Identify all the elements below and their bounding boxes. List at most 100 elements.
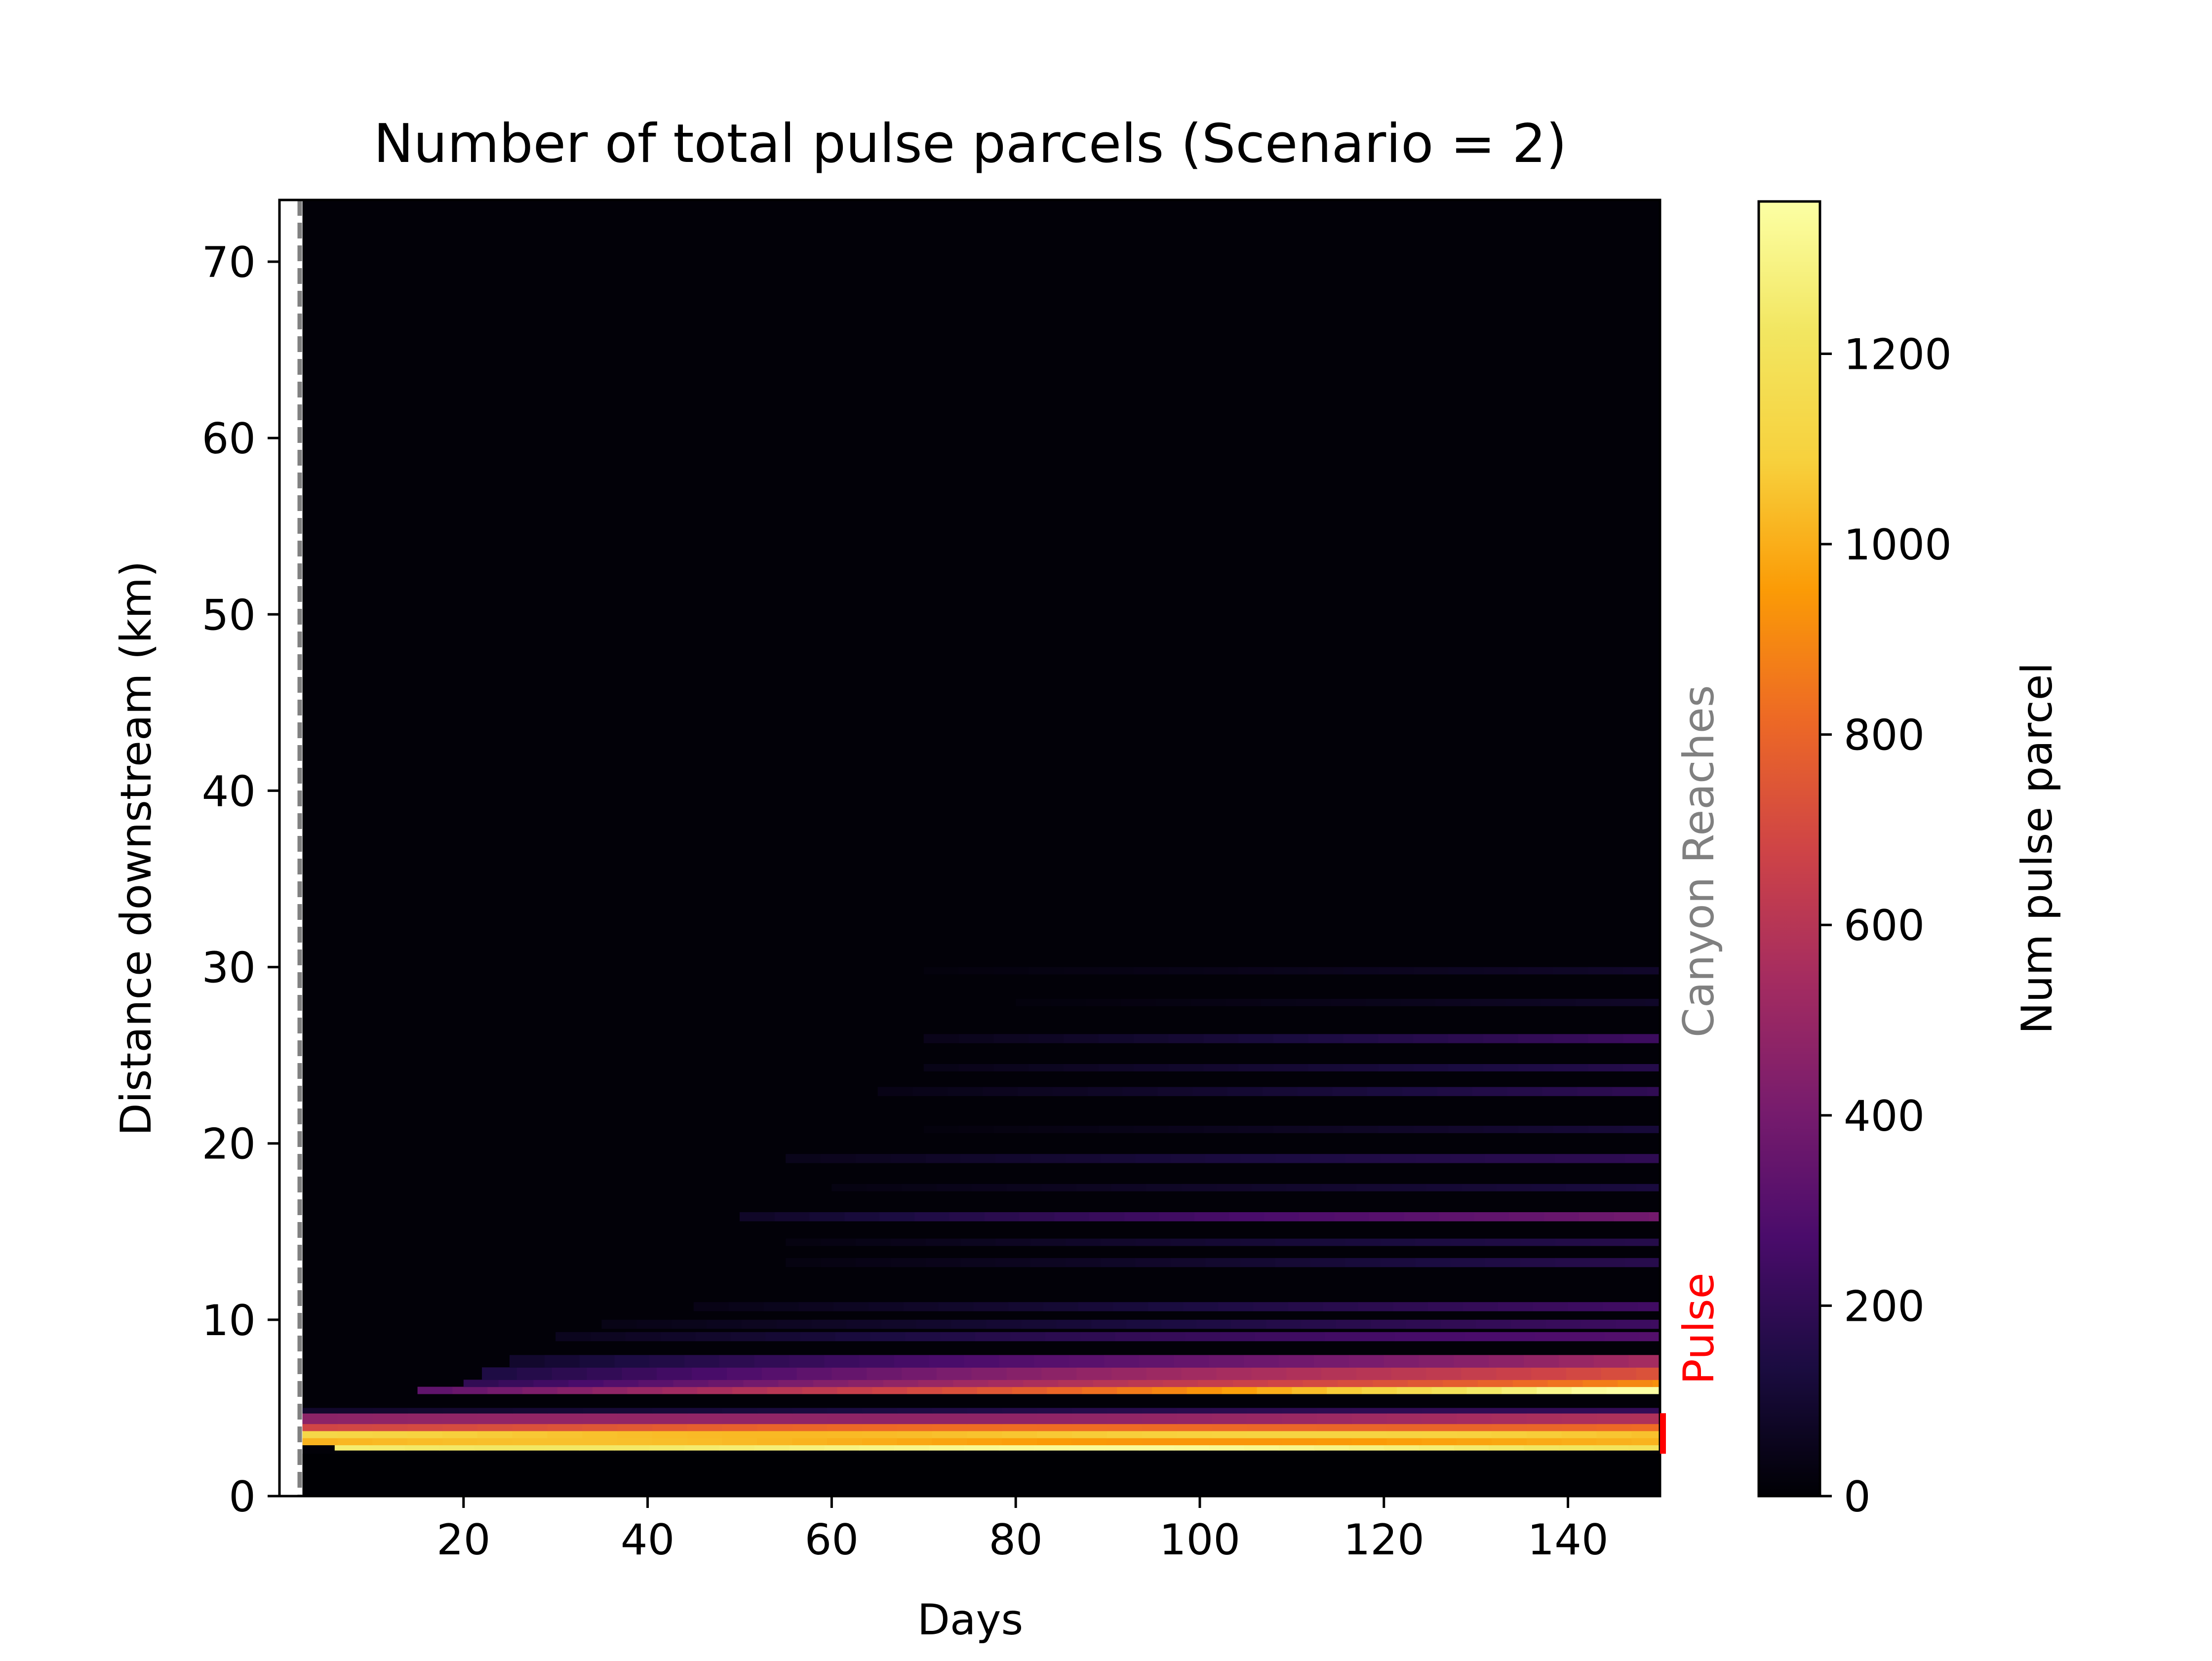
heatmap-band xyxy=(877,1087,1660,1096)
heatmap-cell xyxy=(1500,1332,1536,1342)
heatmap-band xyxy=(601,1319,1660,1329)
heatmap-cell xyxy=(1343,1126,1379,1133)
heatmap-cell xyxy=(516,1367,553,1380)
heatmap-cell xyxy=(1498,1302,1534,1311)
heatmap-cell xyxy=(897,1438,933,1446)
heatmap-cell xyxy=(757,1424,792,1431)
heatmap-cell xyxy=(1117,1386,1152,1394)
heatmap-cell xyxy=(1205,1258,1241,1267)
heatmap-cell xyxy=(1628,1445,1660,1451)
heatmap-cell xyxy=(1220,1332,1256,1342)
heatmap-cell xyxy=(1477,1380,1513,1387)
heatmap-cell xyxy=(1345,1154,1381,1163)
heatmap-cell xyxy=(463,1380,499,1387)
heatmap-cell xyxy=(1227,1087,1263,1096)
heatmap-cell xyxy=(1386,1408,1422,1414)
y-tick-label: 10 xyxy=(202,1296,256,1345)
heatmap-cell xyxy=(862,1413,898,1424)
heatmap-cell xyxy=(761,1367,797,1380)
heatmap-cell xyxy=(1645,998,1660,1006)
heatmap-cell xyxy=(638,1380,674,1387)
heatmap-cell xyxy=(1111,1367,1147,1380)
heatmap-cell xyxy=(1545,1319,1581,1329)
heatmap-cell xyxy=(1155,998,1191,1006)
heatmap-cell xyxy=(1273,967,1309,975)
heatmap-cell xyxy=(732,1386,768,1394)
heatmap-cell xyxy=(1030,1154,1066,1163)
heatmap-cell xyxy=(1264,1212,1300,1222)
heatmap-cell xyxy=(1537,1386,1572,1394)
heatmap-cell xyxy=(1186,1386,1223,1394)
pulse-marker xyxy=(1660,1413,1666,1454)
heatmap-cell xyxy=(827,1438,863,1446)
heatmap-cell xyxy=(487,1386,523,1394)
heatmap-cell xyxy=(971,1184,1007,1191)
heatmap-cell xyxy=(1037,1438,1072,1446)
heatmap-cell xyxy=(1028,1034,1064,1043)
heatmap-cell xyxy=(1316,1413,1352,1424)
heatmap-cell xyxy=(1568,1302,1604,1311)
heatmap-cell xyxy=(1383,1445,1420,1451)
heatmap-cell xyxy=(1330,998,1366,1006)
heatmap-cell xyxy=(372,1408,408,1414)
heatmap-cell xyxy=(1212,1408,1247,1414)
heatmap-cell xyxy=(1002,1430,1037,1438)
heatmap-band xyxy=(786,1154,1660,1163)
heatmap-cell xyxy=(789,1355,825,1368)
heatmap-cell xyxy=(337,1413,373,1424)
heatmap-cell xyxy=(1281,1438,1317,1446)
heatmap-cell xyxy=(1310,1258,1346,1267)
heatmap-cell xyxy=(938,1302,974,1311)
heatmap-cell xyxy=(662,1386,698,1394)
heatmap-cell xyxy=(993,1064,1029,1071)
heatmap-cell xyxy=(1605,1332,1640,1342)
heatmap-cell xyxy=(844,1212,880,1222)
heatmap-cell xyxy=(1281,1413,1317,1424)
heatmap-cell xyxy=(1113,1302,1149,1311)
heatmap-cell xyxy=(1430,1332,1465,1342)
heatmap-cell xyxy=(477,1408,513,1414)
heatmap-cell xyxy=(582,1413,618,1424)
heatmap-cell xyxy=(1457,1424,1492,1431)
x-tick-label: 80 xyxy=(988,1515,1042,1565)
heatmap-cell xyxy=(1133,1126,1169,1133)
heatmap-cell xyxy=(1448,1034,1484,1043)
heatmap-cell xyxy=(1240,1154,1276,1163)
heatmap-cell xyxy=(1343,967,1379,975)
heatmap-cell xyxy=(1558,1355,1594,1368)
heatmap-cell xyxy=(1426,1367,1462,1380)
heatmap-cell xyxy=(1395,1332,1430,1342)
heatmap-cell xyxy=(1023,1380,1059,1387)
heatmap-cell xyxy=(1413,967,1449,975)
heatmap-cell xyxy=(1168,1064,1204,1071)
heatmap-cell xyxy=(1631,1438,1660,1446)
colorbar-axis: 0 200 400 600 800 1000 1200 xyxy=(1820,330,1952,1522)
heatmap-cell xyxy=(1002,1408,1037,1414)
heatmap-band xyxy=(740,1212,1660,1222)
heatmap-cell xyxy=(1483,1064,1519,1071)
heatmap-cell xyxy=(932,1413,968,1424)
heatmap-cell xyxy=(442,1408,478,1414)
heatmap-cell xyxy=(1308,967,1344,975)
heatmap-cell xyxy=(1310,1154,1346,1163)
heatmap-cell xyxy=(1566,1184,1602,1191)
heatmap-cell xyxy=(1531,1184,1567,1191)
heatmap-cell xyxy=(1071,1408,1107,1414)
heatmap-cell xyxy=(652,1424,688,1431)
heatmap-cell xyxy=(591,1332,626,1342)
heatmap-cell xyxy=(767,1386,803,1394)
heatmap-cell xyxy=(579,1445,615,1451)
heatmap-cell xyxy=(995,1238,1031,1246)
heatmap-cell xyxy=(533,1380,569,1387)
heatmap-cell xyxy=(477,1424,513,1431)
heatmap-cell xyxy=(1106,1424,1143,1431)
heatmap-cell xyxy=(1106,1438,1143,1446)
heatmap-cell xyxy=(687,1413,723,1424)
heatmap-cell xyxy=(1336,1319,1372,1329)
heatmap-cell xyxy=(1071,1413,1107,1424)
heatmap-cell xyxy=(1308,1064,1344,1071)
heatmap-cell xyxy=(877,1087,913,1096)
heatmap-cell xyxy=(1028,1064,1064,1071)
heatmap-cell xyxy=(372,1424,408,1431)
heatmap-cell xyxy=(925,1258,961,1267)
